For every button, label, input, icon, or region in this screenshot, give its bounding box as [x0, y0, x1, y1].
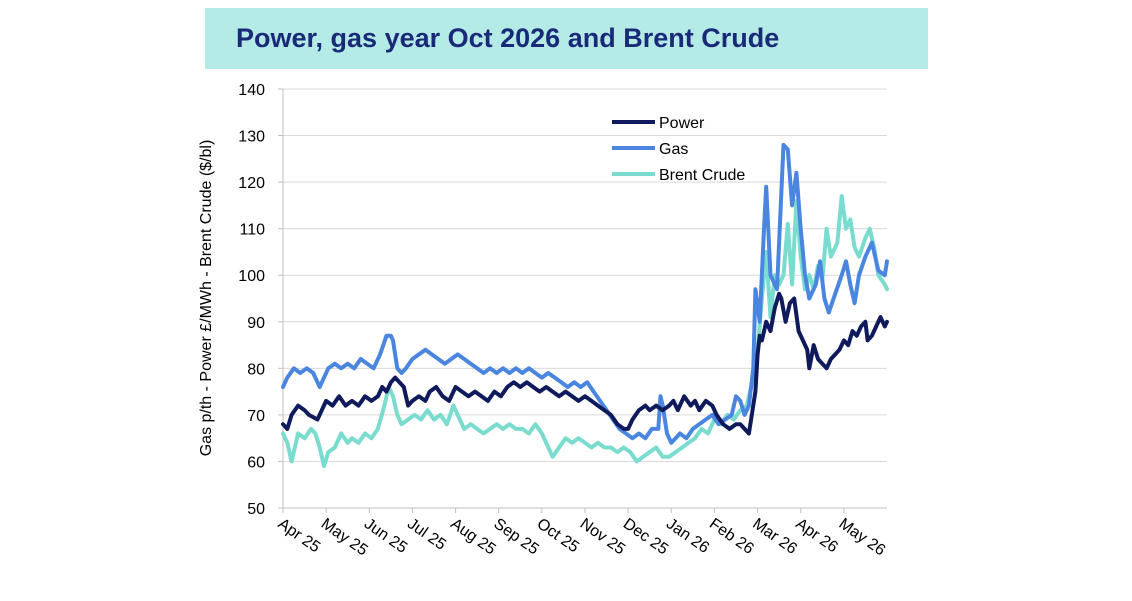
y-tick-label: 80 [247, 361, 265, 378]
x-tick-label: Apr 26 [792, 515, 840, 556]
legend: Power Gas Brent Crude [612, 115, 745, 184]
legend-label: Gas [659, 141, 688, 158]
y-axis-ticks: 50 60 70 80 90 100 110 120 130 140 [238, 82, 283, 518]
title-banner: Power, gas year Oct 2026 and Brent Crude [205, 8, 928, 69]
x-tick-label: Sep 25 [490, 515, 541, 558]
x-tick-label: May 25 [318, 515, 371, 559]
y-tick-label: 70 [247, 408, 265, 425]
x-tick-label: Oct 25 [534, 515, 582, 556]
y-tick-label: 140 [238, 82, 265, 99]
x-tick-label: Nov 25 [577, 515, 628, 558]
x-tick-label: Apr 25 [275, 515, 323, 556]
series-lines [281, 142, 889, 469]
series-line-power [281, 291, 889, 436]
y-tick-label: 130 [238, 129, 265, 146]
y-tick-label: 60 [247, 454, 265, 471]
x-tick-label: Mar 26 [749, 515, 800, 558]
legend-label: Brent Crude [659, 167, 745, 184]
y-tick-label: 110 [239, 222, 265, 239]
series-line-brent-crude [281, 194, 889, 469]
chart-title: Power, gas year Oct 2026 and Brent Crude [236, 23, 780, 53]
gridlines [283, 88, 887, 462]
y-tick-label: 120 [238, 175, 265, 192]
x-tick-label: Aug 25 [447, 515, 498, 558]
y-tick-label: 90 [247, 315, 265, 332]
x-tick-label: Jun 25 [361, 515, 410, 557]
y-tick-label: 100 [238, 268, 265, 285]
x-tick-label: Jan 26 [663, 515, 712, 557]
x-tick-label: Feb 26 [706, 515, 757, 558]
x-tick-label: Dec 25 [620, 515, 671, 558]
x-tick-label: May 26 [836, 515, 889, 559]
legend-label: Power [659, 115, 705, 132]
x-tick-label: Jul 25 [404, 515, 449, 553]
y-tick-label: 50 [247, 501, 265, 518]
y-axis-label: Gas p/th - Power £/MWh - Brent Crude ($/… [198, 140, 215, 457]
